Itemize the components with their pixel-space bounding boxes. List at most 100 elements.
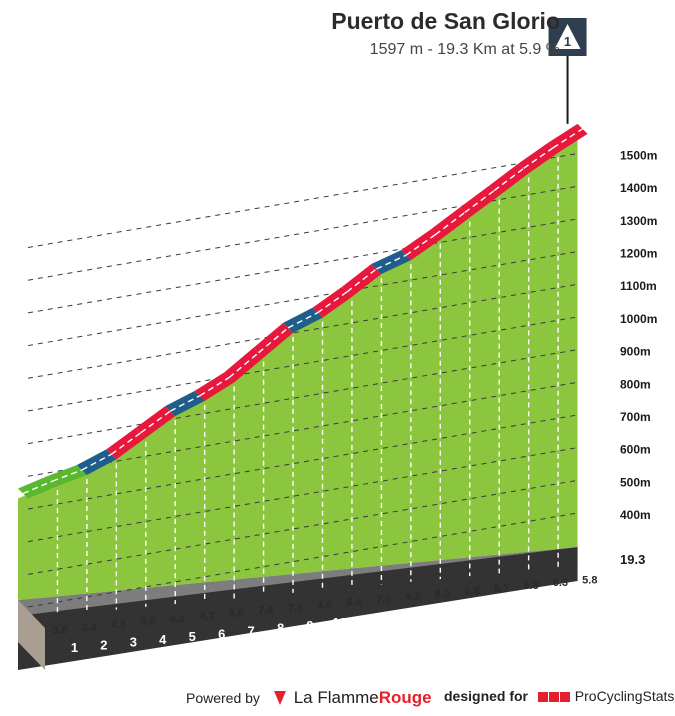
gradient-label-18: 6.3 (553, 577, 568, 589)
km-label-16: 16 (509, 598, 523, 613)
ribbon-centerline-4 (110, 432, 142, 455)
brand-second: Rouge (378, 688, 432, 707)
gradient-label-5: 6.6 (170, 613, 185, 625)
ribbon-centerline-19 (552, 128, 583, 149)
powered-by-credit: Powered by La FlammeRouge (186, 688, 432, 708)
ribbon-centerline-12 (346, 268, 377, 293)
gradient-label-19: 5.8 (582, 574, 597, 586)
designed-for-credit: designed for ProCyclingStats (444, 688, 674, 704)
ribbon-centerline-15 (434, 211, 466, 236)
gridline-1000 (27, 316, 578, 412)
ribbon-centerline-18 (523, 147, 554, 169)
altitude-label-800: 800m (620, 377, 651, 391)
gradient-label-2: 3.4 (82, 622, 98, 634)
gridline-700 (27, 414, 578, 510)
ribbon-segment-19 (548, 123, 588, 153)
altitude-label-1000: 1000m (620, 312, 657, 326)
ribbon-segment-3 (76, 449, 117, 475)
km-label-7: 7 (248, 623, 255, 638)
gridline-500 (27, 479, 578, 575)
ribbon-centerline-7 (199, 376, 230, 397)
chart-subtitle: 1597 m - 19.3 Km at 5.9 % (369, 41, 560, 58)
summit-marker: 1 (548, 18, 587, 124)
profile-area (18, 133, 578, 600)
pcs-name: ProCyclingStats (574, 688, 675, 704)
gradient-label-17: 6.8 (523, 580, 538, 592)
gridline-1200 (27, 251, 578, 347)
altitude-label-500: 500m (620, 475, 651, 489)
ribbon-centerline-1 (22, 480, 53, 495)
km-axis: 1 2 3 4 5 6 7 8 9 10 11 12 13 14 15 16 17 18 (71, 593, 583, 655)
gradient-ribbon (18, 123, 588, 499)
gradient-label-11: 6.4 (347, 597, 363, 609)
km-label-8: 8 (277, 621, 284, 636)
ribbon-centerline-17 (493, 167, 525, 192)
km-label-17: 17 (538, 596, 552, 611)
ribbon-segment-7 (194, 372, 235, 401)
gridline-1100 (27, 283, 578, 379)
gradient-labels: 3.8 3.4 4.8 6.6 6.6 4.7 5.6 7.6 7.6 4.6 6.4 7.0 4.2 6… (52, 574, 597, 636)
ribbon-centerline-2 (52, 469, 83, 482)
altitude-label-1200: 1200m (620, 247, 657, 261)
base-strip-front (18, 547, 578, 670)
summit-icon-number: 1 (564, 34, 571, 49)
gradient-label-3: 4.8 (111, 619, 126, 631)
km-label-4: 4 (159, 632, 167, 647)
km-label-12: 12 (391, 610, 405, 625)
profile-fill (18, 133, 578, 600)
gradient-label-15: 6.8 (464, 586, 479, 598)
gradient-label-4: 6.6 (140, 616, 155, 628)
gradient-label-14: 6.3 (435, 588, 450, 600)
ribbon-centerline-14 (405, 234, 436, 256)
altitude-axis: 400m 500m 600m 700m 800m 900m 1000m 1100m 1200m 1… (620, 149, 657, 567)
ribbon-centerline-13 (376, 254, 407, 270)
gradient-label-16: 6.7 (494, 583, 509, 595)
km-label-5: 5 (189, 629, 196, 644)
pcs-logo-icon (537, 688, 571, 704)
km-label-14: 14 (450, 604, 465, 619)
ribbon-segment-6 (165, 390, 205, 417)
ribbon-centerline-3 (81, 453, 112, 471)
km-divider-lines (56, 156, 559, 616)
km-label-1: 1 (71, 640, 78, 655)
chart-base (18, 547, 578, 670)
altitude-label-700: 700m (620, 410, 651, 424)
ribbon-centerline-10 (287, 312, 318, 329)
gradient-label-13: 4.2 (405, 591, 420, 603)
gridline-400 (27, 512, 578, 608)
gradient-label-8: 7.6 (258, 605, 273, 617)
altitude-label-400: 400m (620, 508, 651, 522)
total-distance-label: 19.3 (620, 552, 645, 567)
altitude-label-1500: 1500m (620, 149, 657, 163)
km-label-13: 13 (421, 607, 435, 622)
ribbon-centerline-5 (140, 410, 171, 434)
gradient-label-10: 4.6 (317, 600, 332, 612)
gridline-1500 (27, 153, 578, 249)
gradient-label-6: 4.7 (199, 611, 214, 623)
altitude-label-1100: 1100m (620, 279, 657, 293)
brand-first: La Flamme (293, 688, 379, 707)
ribbon-centerline-16 (464, 190, 495, 214)
gradient-label-12: 7.0 (376, 594, 391, 606)
altitude-label-600: 600m (620, 443, 651, 457)
gridline-800 (27, 381, 578, 477)
chart-title: Puerto de San Glorio (331, 8, 560, 34)
ribbon-centerline-9 (258, 327, 289, 354)
km-label-6: 6 (218, 626, 225, 641)
ribbon-centerline-8 (228, 352, 260, 379)
altitude-label-1400: 1400m (620, 181, 657, 195)
km-label-3: 3 (130, 635, 137, 650)
ribbon-centerline-6 (169, 395, 201, 412)
ribbon-centerline-11 (317, 291, 348, 314)
gridline-600 (27, 447, 578, 543)
ribbon-segment-13 (371, 250, 411, 275)
km-label-2: 2 (100, 637, 107, 652)
altitude-label-900: 900m (620, 345, 651, 359)
km-label-11: 11 (362, 612, 376, 627)
gridline-900 (27, 349, 578, 445)
km-label-15: 15 (480, 601, 494, 616)
brand-name: La FlammeRouge (294, 688, 432, 707)
ribbon-segment-10 (283, 307, 323, 333)
altitude-label-1300: 1300m (620, 214, 657, 228)
